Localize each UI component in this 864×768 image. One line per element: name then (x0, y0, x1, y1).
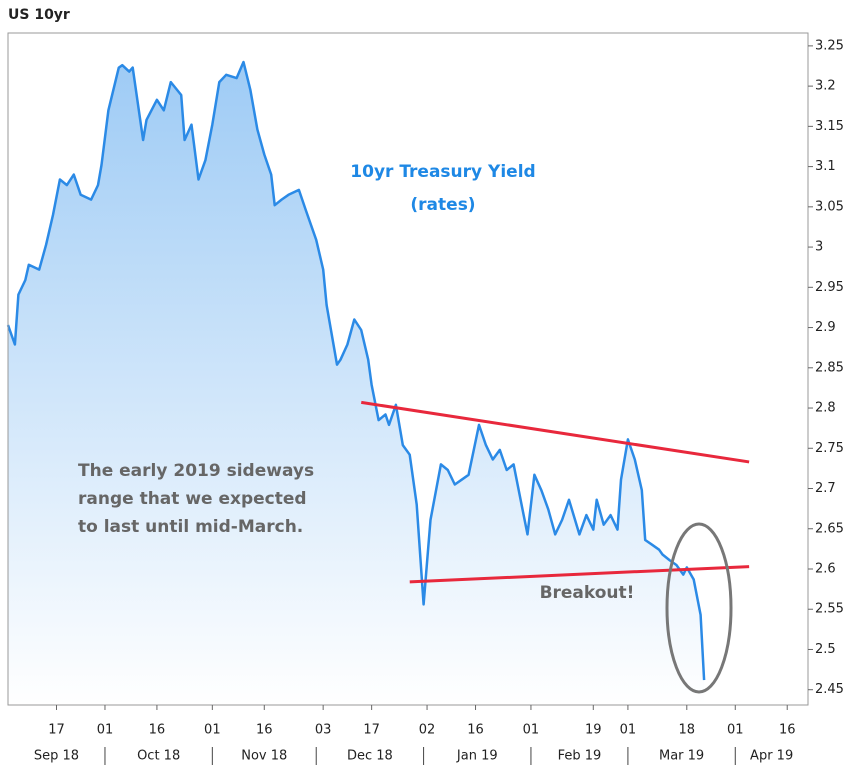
y-tick-label: 3.1 (815, 159, 836, 174)
y-tick-label: 2.75 (815, 441, 844, 456)
month-label: Nov 18 (241, 749, 287, 764)
chart-title: US 10yr (8, 7, 70, 23)
month-label: Mar 19 (659, 749, 704, 764)
plot-area (6, 60, 750, 705)
trendline (409, 565, 750, 584)
breakout-circle (665, 522, 733, 694)
x-tick-label: 16 (779, 723, 796, 738)
annotation: The early 2019 sideways (78, 461, 314, 481)
x-tick-label: 18 (679, 723, 696, 738)
month-label: Jan 19 (456, 749, 498, 764)
x-tick-label: 01 (727, 723, 744, 738)
y-tick-label: 3.25 (815, 38, 844, 53)
month-label: Sep 18 (34, 749, 79, 764)
plot-frame (7, 32, 809, 706)
x-tick-label: 16 (256, 723, 273, 738)
x-tick-label: 16 (149, 723, 166, 738)
x-tick-label: 01 (620, 723, 637, 738)
line (6, 60, 706, 681)
y-tick-label: 3.05 (815, 199, 844, 214)
x-tick-label: 16 (467, 723, 484, 738)
y-tick-label: 2.6 (815, 561, 836, 576)
y-tick-label: 2.5 (815, 642, 836, 657)
month-label: Dec 18 (347, 749, 393, 764)
y-tick-label: 2.8 (815, 401, 836, 416)
y-tick-label: 2.95 (815, 280, 844, 295)
annotation: range that we expected (78, 489, 307, 509)
x-tick-label: 01 (204, 723, 221, 738)
annotation: to last until mid-March. (78, 517, 303, 537)
month-label: Oct 18 (137, 749, 180, 764)
month-label: Feb 19 (558, 749, 602, 764)
annotation: Breakout! (540, 583, 635, 603)
x-tick-label: 03 (315, 723, 332, 738)
y-tick-label: 2.55 (815, 602, 844, 617)
annotation: (rates) (410, 195, 475, 215)
trendline (361, 400, 750, 464)
y-tick-label: 2.65 (815, 521, 844, 536)
y-tick-label: 2.9 (815, 320, 836, 335)
y-tick-label: 3.2 (815, 79, 836, 94)
x-tick-label: 01 (97, 723, 114, 738)
month-label: Apr 19 (750, 749, 793, 764)
annotation: 10yr Treasury Yield (350, 162, 535, 182)
y-tick-label: 3.15 (815, 119, 844, 134)
x-tick-label: 02 (419, 723, 436, 738)
y-tick-label: 2.85 (815, 360, 844, 375)
x-tick-label: 17 (363, 723, 380, 738)
x-tick-label: 17 (48, 723, 65, 738)
y-tick-label: 2.45 (815, 682, 844, 697)
x-tick-label: 19 (585, 723, 602, 738)
x-tick-label: 01 (523, 723, 540, 738)
y-tick-label: 3 (815, 240, 823, 255)
y-tick-label: 2.7 (815, 481, 836, 496)
area (8, 62, 705, 705)
